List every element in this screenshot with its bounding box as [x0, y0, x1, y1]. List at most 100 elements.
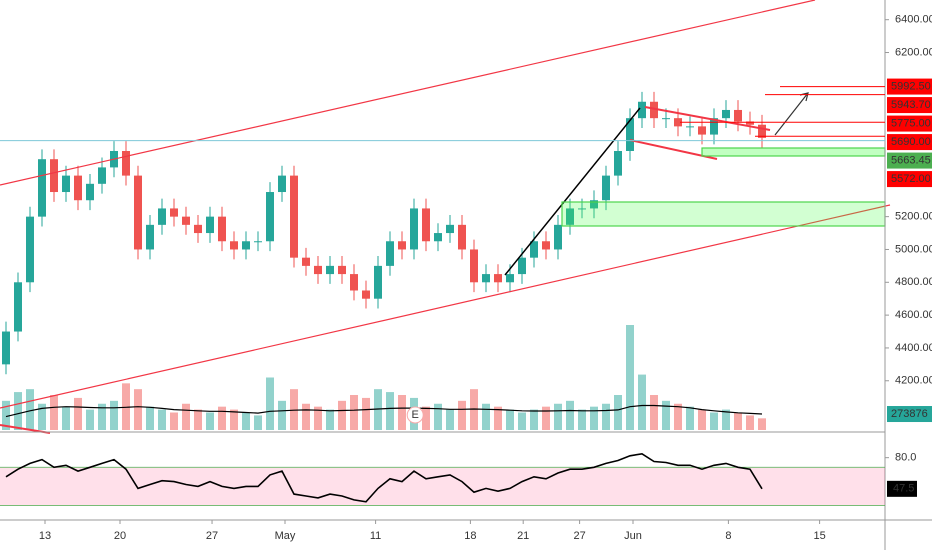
candle-body	[566, 208, 574, 225]
volume-bar	[50, 395, 58, 430]
candle-body	[518, 257, 526, 275]
rsi-tick-label: 80.0	[895, 452, 916, 464]
drawings	[0, 0, 891, 434]
volume-bar	[674, 403, 682, 430]
volume-bar	[722, 409, 730, 430]
candle-body	[746, 121, 754, 125]
volume-bar	[74, 397, 82, 430]
volume-bar	[194, 409, 202, 430]
volume-ma-label: 273876	[891, 408, 928, 420]
candle-body	[386, 241, 394, 266]
volume-bar	[326, 409, 334, 430]
price-level-box	[887, 134, 932, 151]
volume-bar	[398, 395, 406, 430]
volume-bar	[422, 406, 430, 430]
candle-body	[602, 175, 610, 201]
candle-body	[26, 216, 34, 283]
price-level-label: 5992.50	[891, 80, 931, 92]
candle-body	[254, 241, 262, 243]
volume-bar	[494, 406, 502, 430]
volume-bar	[62, 406, 70, 430]
rsi-line	[5, 452, 763, 503]
candle-body	[218, 216, 226, 242]
flag-top	[644, 106, 771, 131]
volume-bar	[686, 406, 694, 430]
candle-body	[626, 118, 634, 151]
volume-bar	[14, 392, 22, 430]
volume-bar	[2, 400, 10, 430]
volume-bar	[182, 403, 190, 430]
candle-body	[722, 109, 730, 119]
x-tick-label: 21	[517, 530, 529, 542]
volume-bar	[446, 409, 454, 430]
x-tick-label: May	[275, 530, 296, 542]
volume-ma	[5, 404, 763, 418]
candle-body	[170, 208, 178, 217]
candle-body	[458, 224, 466, 250]
candle-body	[38, 159, 46, 217]
channel-top	[0, 0, 816, 186]
volume-bar	[650, 395, 658, 430]
event-marker	[406, 406, 424, 424]
arrow	[774, 92, 809, 136]
volume-bar	[518, 412, 526, 430]
volume-bar	[38, 403, 46, 430]
volume-bar	[506, 409, 514, 430]
y-tick-label: 5000.00	[895, 243, 932, 255]
candle-body	[482, 274, 490, 283]
x-tick-label: 27	[573, 530, 585, 542]
candle-body	[290, 175, 298, 258]
volume-bar	[158, 409, 166, 430]
candle-body	[326, 265, 334, 275]
candle-body	[314, 265, 322, 275]
volume-bar	[230, 409, 238, 430]
x-tick-label: 20	[114, 530, 126, 542]
candle-body	[434, 233, 442, 242]
price-level-label: 5690.00	[891, 136, 931, 148]
volume-bar	[590, 406, 598, 430]
volume-bar	[146, 406, 154, 430]
x-tick-label: 18	[464, 530, 476, 542]
candle-body	[338, 265, 346, 275]
rsi-band	[0, 467, 885, 506]
channel-bottom	[0, 204, 891, 409]
y-tick-label: 4200.00	[895, 375, 932, 387]
x-tick-label: 8	[725, 530, 731, 542]
price-level-label: 5572.00	[891, 173, 931, 185]
price-level-label: 5663.45	[891, 154, 931, 166]
volume-bar	[314, 406, 322, 430]
x-tick-label: 15	[813, 530, 825, 542]
candle-body	[662, 118, 670, 120]
volume-bar	[86, 409, 94, 430]
candle-body	[674, 118, 682, 127]
volume-bar	[218, 406, 226, 430]
volume-bar	[482, 403, 490, 430]
candle-body	[350, 274, 358, 291]
candle-body	[206, 216, 214, 234]
candle-body	[86, 183, 94, 201]
x-tick-label: 13	[39, 530, 51, 542]
rsi-box	[887, 480, 917, 497]
volume-bar	[638, 374, 646, 430]
y-tick-label: 6200.00	[895, 46, 932, 58]
x-tick-label: 27	[206, 530, 218, 542]
candle-body	[422, 208, 430, 242]
zone-box	[561, 201, 886, 227]
candle-body	[266, 192, 274, 242]
y-tick-label: 6400.00	[895, 14, 932, 26]
candle-body	[470, 249, 478, 283]
volume-bar	[122, 383, 130, 430]
volume-bar	[626, 325, 634, 430]
y-tick-label: 4400.00	[895, 342, 932, 354]
candle-body	[410, 208, 418, 250]
volume-bar	[302, 403, 310, 430]
volume-bar	[734, 412, 742, 430]
candle-body	[146, 224, 154, 250]
candle-body	[14, 282, 22, 332]
candle-body	[158, 208, 166, 225]
volume-bar	[290, 389, 298, 430]
volume-bar	[338, 400, 346, 430]
volume-bar	[242, 412, 250, 430]
candle-body	[362, 290, 370, 299]
